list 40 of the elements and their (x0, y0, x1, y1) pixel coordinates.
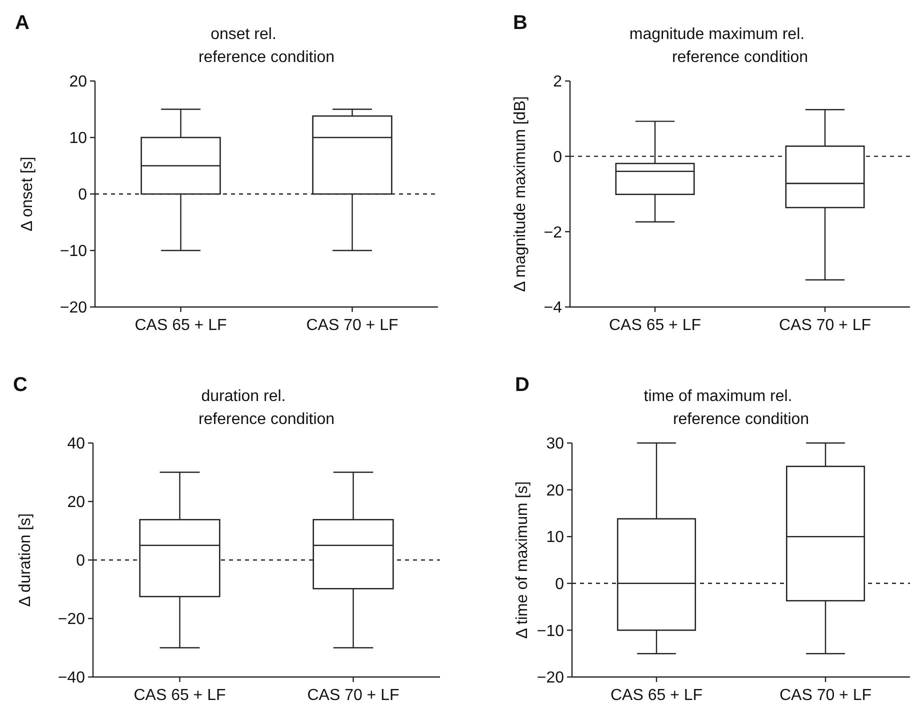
y-tick-label: −20 (58, 611, 86, 628)
y-tick-label: −10 (536, 622, 564, 640)
y-axis-title: Δ time of maximum [s] (514, 481, 531, 639)
text: D (515, 374, 530, 396)
chart-title: duration rel. reference condition (198, 388, 335, 428)
y-tick-label: 0 (553, 148, 562, 166)
y-tick-label: 0 (76, 552, 86, 570)
y-tick-label: 40 (67, 436, 86, 453)
chart-title: onset rel. reference condition (198, 26, 335, 66)
y-tick-label: −10 (60, 243, 88, 260)
y-tick-label: 10 (69, 130, 88, 148)
y-tick-label: −2 (544, 224, 562, 242)
y-tick-label: −20 (536, 670, 564, 687)
y-axis-title: Δ onset [s] (19, 156, 36, 232)
y-axis-title: Δ magnitude maximum [dB] (512, 96, 529, 292)
y-tick-label: −40 (58, 670, 86, 687)
text: A (15, 12, 30, 34)
chart-title: magnitude maximum rel. reference condition (629, 26, 808, 66)
y-tick-label: 0 (78, 186, 88, 204)
chart-title: time of maximum rel. reference condition (644, 388, 810, 428)
y-tick-label: 20 (67, 494, 86, 512)
y-tick-label: 20 (69, 74, 88, 91)
y-tick-label: 10 (546, 529, 564, 546)
y-tick-label: 0 (555, 576, 564, 593)
y-tick-label: 2 (553, 74, 562, 91)
x-tick-label: CAS 65 + LF (134, 317, 227, 334)
x-tick-label: CAS 70 + LF (306, 317, 398, 334)
y-tick-label: −20 (60, 300, 88, 317)
x-tick-label: CAS 70 + LF (779, 687, 872, 704)
text: B (513, 12, 528, 34)
y-tick-label: −4 (544, 300, 562, 317)
y-tick-label: 20 (546, 482, 564, 500)
x-tick-label: CAS 65 + LF (134, 687, 226, 704)
text: C (13, 374, 28, 396)
y-axis-title: Δ duration [s] (17, 513, 34, 607)
x-tick-label: CAS 70 + LF (307, 687, 400, 704)
x-tick-label: CAS 70 + LF (778, 317, 872, 334)
x-tick-label: CAS 65 + LF (608, 317, 702, 334)
y-tick-label: 30 (546, 436, 564, 453)
x-tick-label: CAS 65 + LF (610, 687, 703, 704)
